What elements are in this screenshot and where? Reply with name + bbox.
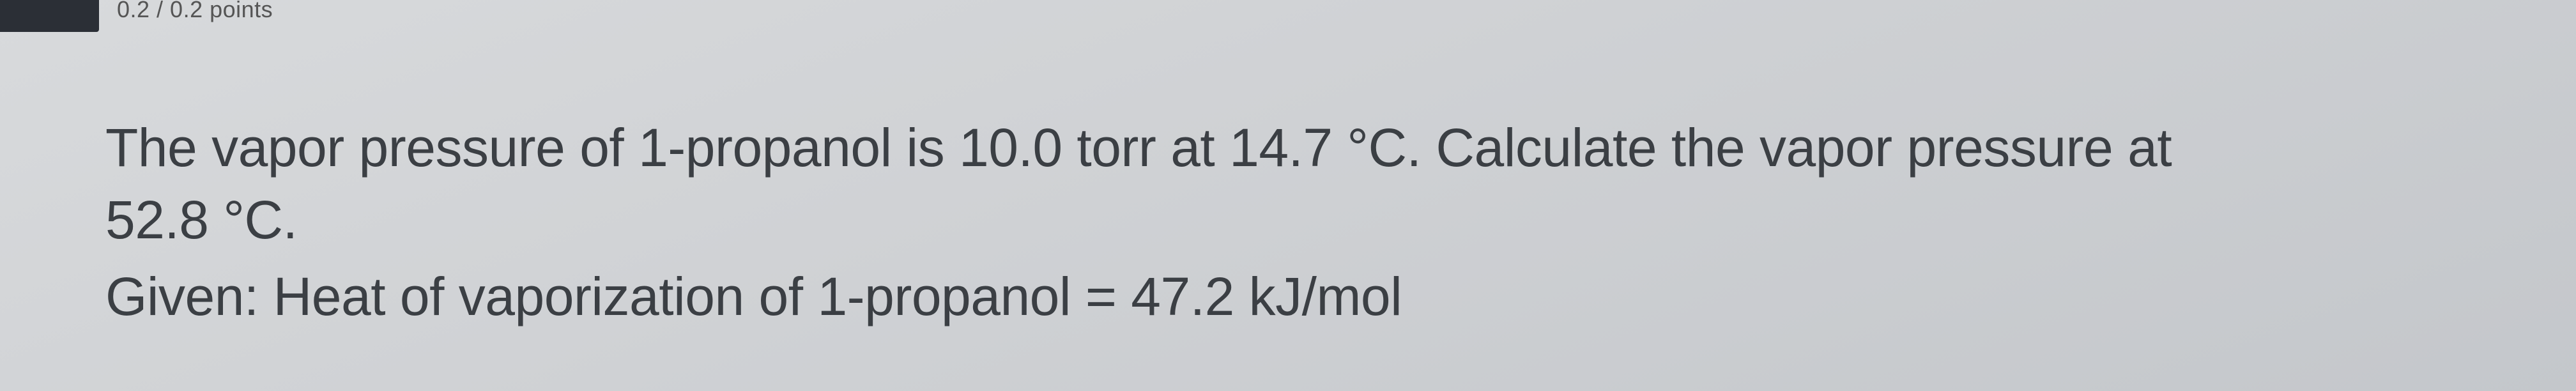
question-given: Given: Heat of vaporization of 1-propano… (105, 261, 2525, 333)
question-line-1: The vapor pressure of 1-propanol is 10.0… (105, 112, 2525, 184)
points-label: 0.2 / 0.2 points (117, 0, 273, 23)
question-number-box (0, 0, 99, 32)
question-line-2: 52.8 °C. (105, 184, 2525, 256)
question-text: The vapor pressure of 1-propanol is 10.0… (105, 112, 2525, 333)
header-fragment: 0.2 / 0.2 points (0, 0, 273, 38)
